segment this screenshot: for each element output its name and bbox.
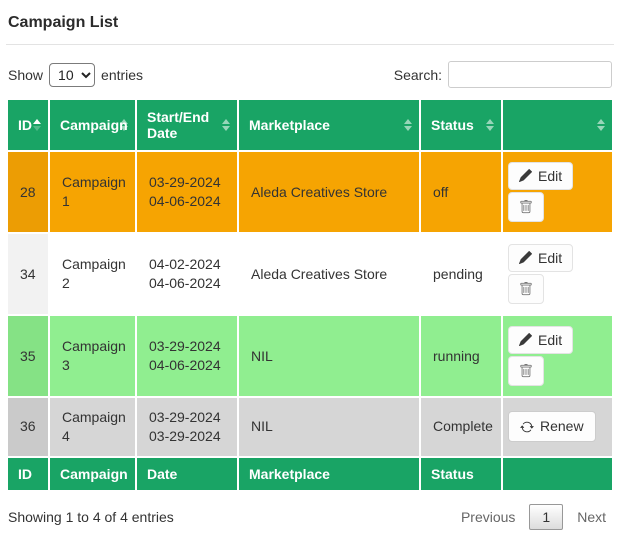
pagination-previous[interactable]: Previous [460,508,516,525]
cell-id: 35 [8,316,48,396]
table-row: 34 Campaign 2 04-02-2024 04-06-2024 Aled… [8,234,612,314]
cell-marketplace: Aleda Creatives Store [239,234,419,314]
pencil-icon [519,333,532,347]
sort-arrows-icon [222,119,230,131]
footer-header-id: ID [8,457,48,490]
edit-button[interactable]: Edit [508,243,574,273]
table-row: 36 Campaign 4 03-29-2024 03-29-2024 NIL … [8,398,612,456]
column-header-id[interactable]: ID [8,100,48,150]
delete-button[interactable] [508,356,544,387]
entries-per-page-select[interactable]: 10 [49,62,96,87]
footer-header-campaign: Campaign [50,457,135,490]
cell-actions: Renew [503,398,612,456]
cell-actions: Edit [503,152,612,232]
footer-header-actions [503,457,612,490]
cell-status: off [421,152,501,232]
end-date: 04-06-2024 [149,357,221,373]
footer-header-status: Status [421,457,501,490]
sort-arrows-icon [120,119,128,131]
column-header-actions[interactable] [503,100,612,150]
cell-campaign: Campaign 2 [50,234,135,314]
trash-icon [519,282,533,296]
end-date: 04-06-2024 [149,193,221,209]
cell-dates: 03-29-2024 03-29-2024 [137,398,237,456]
trash-icon [519,364,533,378]
cell-actions: Edit [503,234,612,314]
cell-marketplace: NIL [239,316,419,396]
pagination: Previous 1 Next [455,503,612,530]
delete-button[interactable] [508,274,544,305]
edit-button[interactable]: Edit [508,161,574,191]
pagination-next[interactable]: Next [577,508,606,525]
start-date: 03-29-2024 [149,409,221,425]
cell-dates: 03-29-2024 04-06-2024 [137,152,237,232]
table-info: Showing 1 to 4 of 4 entries [8,508,174,525]
entries-label: entries [101,66,144,83]
end-date: 03-29-2024 [149,427,221,444]
column-header-campaign[interactable]: Campaign [50,100,135,150]
table-body: 28 Campaign 1 03-29-2024 04-06-2024 Aled… [8,152,612,456]
refresh-icon [520,420,534,434]
cell-marketplace: NIL [239,398,419,456]
sort-arrows-icon [597,119,605,131]
cell-id: 28 [8,152,48,232]
pencil-icon [519,169,532,183]
cell-id: 34 [8,234,48,314]
cell-dates: 03-29-2024 04-06-2024 [137,316,237,396]
sort-arrows-icon [486,119,494,131]
sort-arrows-icon [404,119,412,131]
table-footer-bar: Showing 1 to 4 of 4 entries Previous 1 N… [8,503,612,530]
cell-status: pending [421,234,501,314]
column-header-marketplace[interactable]: Marketplace [239,100,419,150]
delete-button[interactable] [508,192,544,223]
start-date: 04-02-2024 [149,256,221,273]
renew-button[interactable]: Renew [508,411,596,443]
page-title: Campaign List [8,14,119,31]
search-input[interactable] [448,61,612,88]
page-length-control: Show 10 entries [8,62,144,87]
sort-arrows-icon [33,119,41,131]
search-control: Search: [394,61,612,88]
cell-id: 36 [8,398,48,456]
start-date: 03-29-2024 [149,174,221,191]
edit-button[interactable]: Edit [508,325,574,355]
trash-icon [519,200,533,214]
cell-campaign: Campaign 4 [50,398,135,456]
divider [6,44,614,45]
pencil-icon [519,251,532,265]
pagination-page-1[interactable]: 1 [529,503,564,530]
column-header-status[interactable]: Status [421,100,501,150]
cell-status: Complete [421,398,501,456]
cell-dates: 04-02-2024 04-06-2024 [137,234,237,314]
cell-status: running [421,316,501,396]
footer-header-marketplace: Marketplace [239,457,419,490]
cell-actions: Edit [503,316,612,396]
cell-campaign: Campaign 3 [50,316,135,396]
cell-campaign: Campaign 1 [50,152,135,232]
column-header-date[interactable]: Start/End Date [137,100,237,150]
show-label: Show [8,66,44,83]
footer-header-date: Date [137,457,237,490]
campaign-table: ID Campaign Start/End Date Marketplace S… [6,98,614,492]
table-controls: Show 10 entries Search: [8,61,612,88]
table-header: ID Campaign Start/End Date Marketplace S… [8,100,612,150]
table-row: 28 Campaign 1 03-29-2024 04-06-2024 Aled… [8,152,612,232]
table-row: 35 Campaign 3 03-29-2024 04-06-2024 NIL … [8,316,612,396]
cell-marketplace: Aleda Creatives Store [239,152,419,232]
search-label: Search: [393,66,442,83]
end-date: 04-06-2024 [149,275,221,291]
table-footer: ID Campaign Date Marketplace Status [8,457,612,490]
start-date: 03-29-2024 [149,338,221,355]
